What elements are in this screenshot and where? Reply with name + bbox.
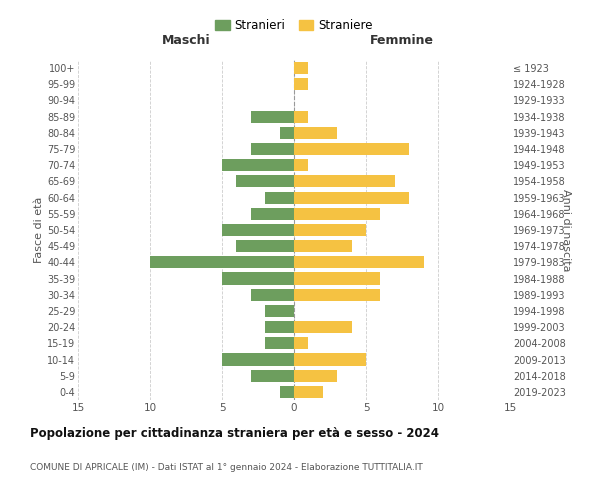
Bar (236, 240, 294, 252)
Bar (280, 127, 294, 139)
Bar (222, 224, 294, 236)
Text: Femmine: Femmine (370, 34, 434, 47)
Bar (251, 288, 294, 301)
Bar (294, 110, 308, 122)
Y-axis label: Fasce di età: Fasce di età (34, 197, 44, 263)
Bar (251, 370, 294, 382)
Bar (236, 176, 294, 188)
Bar (294, 224, 366, 236)
Bar (265, 338, 294, 349)
Text: COMUNE DI APRICALE (IM) - Dati ISTAT al 1° gennaio 2024 - Elaborazione TUTTITALI: COMUNE DI APRICALE (IM) - Dati ISTAT al … (30, 462, 423, 471)
Bar (251, 208, 294, 220)
Bar (294, 354, 366, 366)
Bar (265, 192, 294, 203)
Bar (280, 386, 294, 398)
Legend: Stranieri, Straniere: Stranieri, Straniere (212, 16, 376, 36)
Text: Popolazione per cittadinanza straniera per età e sesso - 2024: Popolazione per cittadinanza straniera p… (30, 428, 439, 440)
Bar (222, 272, 294, 284)
Y-axis label: Anni di nascita: Anni di nascita (561, 188, 571, 271)
Bar (294, 208, 380, 220)
Bar (294, 370, 337, 382)
Bar (265, 321, 294, 333)
Bar (222, 159, 294, 172)
Bar (294, 78, 308, 90)
Bar (150, 256, 294, 268)
Bar (222, 354, 294, 366)
Bar (251, 110, 294, 122)
Bar (265, 305, 294, 317)
Bar (294, 256, 424, 268)
Bar (251, 143, 294, 155)
Bar (294, 143, 409, 155)
Bar (294, 176, 395, 188)
Bar (294, 321, 352, 333)
Bar (294, 338, 308, 349)
Bar (294, 288, 380, 301)
Text: Maschi: Maschi (161, 34, 211, 47)
Bar (294, 192, 409, 203)
Bar (294, 159, 308, 172)
Bar (294, 272, 380, 284)
Bar (294, 62, 308, 74)
Bar (294, 386, 323, 398)
Bar (294, 240, 352, 252)
Bar (294, 127, 337, 139)
